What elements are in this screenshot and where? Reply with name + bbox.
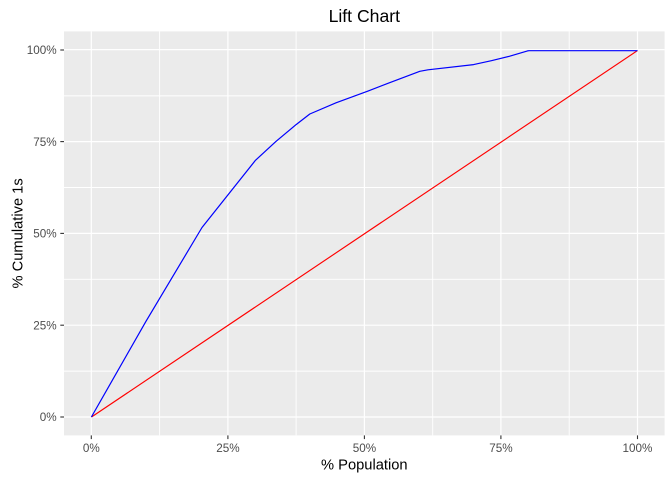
svg-text:Lift Chart: Lift Chart bbox=[329, 6, 400, 26]
svg-text:50%: 50% bbox=[33, 228, 56, 241]
svg-text:0%: 0% bbox=[83, 442, 100, 455]
svg-text:100%: 100% bbox=[27, 44, 57, 57]
svg-text:0%: 0% bbox=[40, 411, 57, 424]
svg-text:% Population: % Population bbox=[321, 457, 408, 473]
svg-text:25%: 25% bbox=[33, 319, 56, 332]
svg-text:100%: 100% bbox=[623, 442, 653, 455]
svg-text:75%: 75% bbox=[489, 442, 512, 455]
svg-text:25%: 25% bbox=[216, 442, 239, 455]
svg-text:% Cumulative 1s: % Cumulative 1s bbox=[11, 178, 27, 288]
svg-text:75%: 75% bbox=[33, 136, 56, 149]
svg-text:50%: 50% bbox=[353, 442, 376, 455]
